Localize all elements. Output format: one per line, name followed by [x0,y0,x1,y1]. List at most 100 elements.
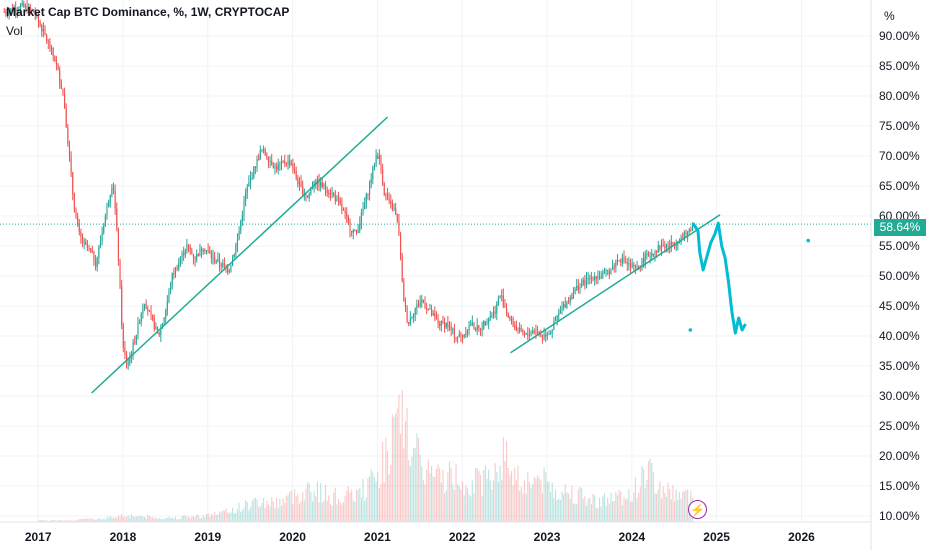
candle-body [413,314,415,317]
volume-bar [201,518,203,522]
candle-body [386,194,389,200]
candle-body [135,335,137,343]
candle-body [148,310,150,312]
volume-bar [647,461,650,522]
trendline [91,116,389,394]
volume-indicator-label[interactable]: Vol [6,24,23,38]
volume-bar [91,518,93,522]
candle-body [98,247,100,258]
candle-body [571,297,573,299]
volume-bar [569,498,571,522]
volume-bar [579,486,581,522]
volume-bar [223,510,225,522]
volume-bar [232,507,234,522]
y-tick-label: 50.00% [879,269,920,283]
volume-bar [264,507,266,522]
lightning-icon[interactable]: ⚡ [688,500,707,519]
volume-bar [338,499,340,522]
chart-title-text: Market Cap BTC Dominance, %, 1W, CRYPTOC… [6,5,290,19]
volume-bar [290,490,292,522]
candle-body [587,278,589,280]
chart-title[interactable]: Market Cap BTC Dominance, %, 1W, CRYPTOC… [6,5,289,19]
volume-bar [106,516,108,522]
candle-body [372,166,374,179]
volume-bar [114,517,116,522]
volume-bar [504,460,506,522]
candle-body [223,263,225,265]
candle-body [217,259,219,263]
candle-body [548,333,550,335]
volume-bar [186,517,188,522]
candle-body [561,307,563,311]
candle-body [551,329,553,332]
candle-body [450,325,452,330]
volume-bar [398,394,400,522]
volume-bar [204,517,206,522]
volume-bar [233,513,235,522]
volume-bar [383,482,385,522]
volume-bar [168,516,170,522]
volume-bar [44,520,46,522]
volume-bar [122,517,124,522]
volume-bar [685,489,687,522]
candle-body [687,231,689,236]
candle-body [65,107,67,128]
candle-body [147,308,149,311]
volume-bar [191,516,193,522]
volume-bar [465,485,467,522]
volume-bar [664,492,666,522]
volume-bar [535,478,537,522]
volume-bar [262,497,265,522]
candle-body [117,228,119,261]
candle-body [501,295,503,297]
x-axis[interactable]: 2017 2018 2019 2020 2021 2022 2023 2024 2025 2026 [0,521,871,544]
volume-bar [636,497,638,522]
candle-body [264,149,266,156]
y-tick-label: 70.00% [879,149,920,163]
volume-bar [427,459,429,522]
volume-bar [386,451,389,522]
volume-bar [564,484,566,522]
candle-body [393,208,395,210]
volume-bar [623,497,625,522]
volume-bar [52,519,54,522]
volume-bar [351,489,353,522]
volume-bar [395,413,397,522]
volume-bar [158,518,160,522]
candle-body [174,267,177,275]
candle-body [209,251,211,254]
candle-body [373,163,376,167]
candle-body [427,309,429,311]
candle-body [502,295,504,306]
volume-bar [54,520,56,522]
volume-bar [649,458,651,522]
y-tick-label: 90.00% [879,29,920,43]
volume-bar [404,420,407,522]
candle-body [127,363,129,365]
candle-body [44,28,46,36]
candle-body [214,256,216,263]
candle-body [483,321,485,329]
candle-body [90,248,92,251]
volume-bar [272,501,274,522]
candle-body [173,273,175,275]
candle-body [192,253,195,258]
volume-bar [212,515,214,522]
candle-body [142,307,144,314]
candle-body [109,195,111,203]
volume-bar [261,502,263,522]
volume-bar [391,414,393,522]
candle-body [197,254,199,257]
y-axis[interactable]: 90.00%85.00%80.00%75.00%70.00%65.00%60.0… [870,0,920,550]
price-scale-unit[interactable]: % [884,9,895,23]
volume-bar [414,448,416,522]
volume-bar [408,460,410,522]
volume-bar [607,497,609,522]
candle-body [665,244,667,248]
volume-bar [448,461,451,522]
candle-body [360,212,362,224]
candle-body [468,325,470,331]
volume-bar [476,468,478,522]
y-tick-label: 80.00% [879,89,920,103]
volume-bar [209,516,211,522]
